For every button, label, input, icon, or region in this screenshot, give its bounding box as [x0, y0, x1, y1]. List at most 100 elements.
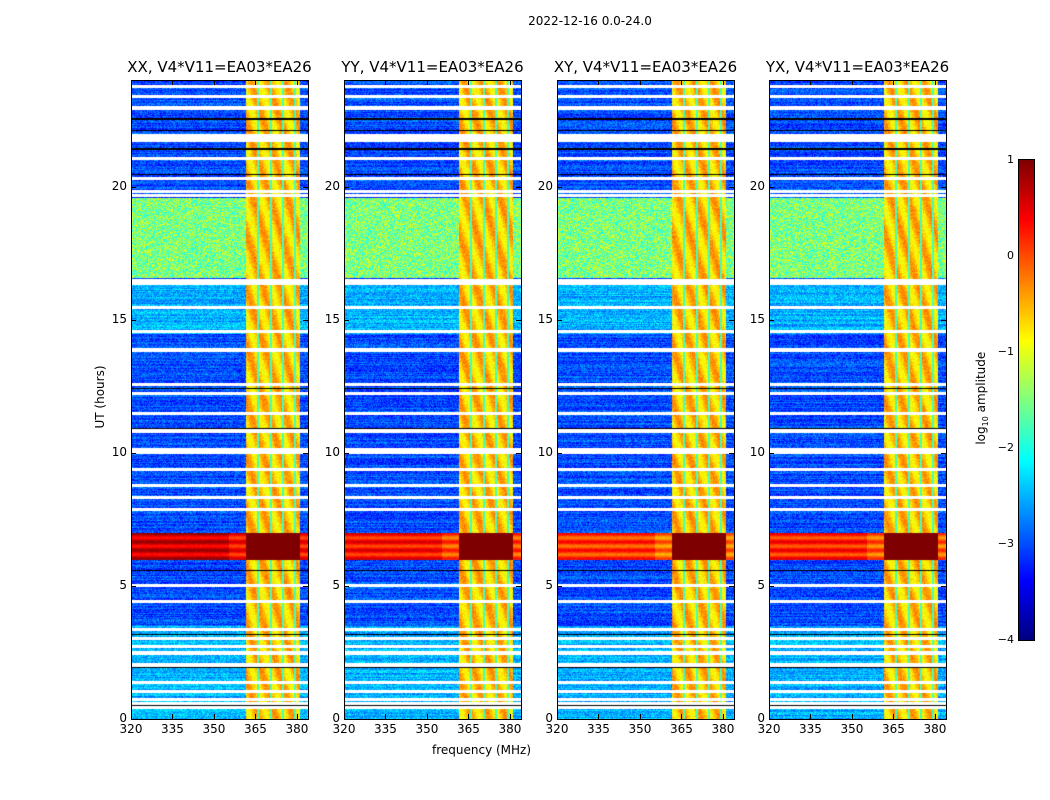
x-tick-mark — [934, 80, 936, 85]
colorbar-label: log10 amplitude — [973, 351, 991, 445]
y-tick-label: 15 — [537, 311, 553, 326]
y-tick-mark — [729, 719, 734, 720]
x-tick-mark — [598, 714, 600, 719]
y-tick-label: 20 — [749, 178, 765, 193]
y-tick-mark — [557, 719, 562, 720]
x-tick-label: 350 — [628, 722, 652, 736]
y-tick-mark — [729, 319, 734, 321]
x-tick-mark — [639, 80, 641, 85]
y-tick-mark — [516, 719, 521, 720]
y-tick-mark — [941, 719, 946, 720]
x-tick-label: 320 — [757, 722, 781, 736]
x-tick-label: 380 — [285, 722, 309, 736]
panel-title: XX, V4*V11=EA03*EA26 — [127, 58, 312, 76]
x-tick-mark — [893, 714, 895, 719]
x-tick-mark — [851, 80, 853, 85]
x-tick-label: 335 — [374, 722, 397, 736]
heatmap-canvas — [770, 81, 946, 719]
x-axis-label: frequency (MHz) — [432, 743, 532, 757]
x-tick-mark — [722, 80, 724, 85]
x-tick-mark — [385, 714, 387, 719]
x-tick-mark — [172, 714, 174, 719]
x-tick-label: 380 — [498, 722, 522, 736]
y-tick-mark — [941, 319, 946, 321]
y-tick-mark — [131, 319, 136, 321]
y-tick-label: 15 — [324, 311, 340, 326]
y-tick-mark — [769, 319, 774, 321]
panel-title: XY, V4*V11=EA03*EA26 — [553, 58, 738, 76]
y-tick-mark — [303, 719, 308, 720]
y-tick-mark — [516, 319, 521, 321]
x-tick-mark — [296, 80, 298, 85]
y-tick-label: 0 — [119, 711, 127, 725]
x-tick-label: 380 — [711, 722, 735, 736]
heatmap-canvas — [345, 81, 521, 719]
colorbar-tick-label: −4 — [997, 633, 1014, 646]
y-tick-mark — [303, 319, 308, 321]
x-tick-mark — [722, 714, 724, 719]
y-tick-mark — [303, 585, 308, 587]
colorbar-tick-label: 0 — [1007, 249, 1014, 262]
y-tick-label: 0 — [545, 711, 553, 725]
x-tick-label: 320 — [332, 722, 356, 736]
y-tick-label: 20 — [324, 178, 340, 193]
x-tick-label: 350 — [840, 722, 864, 736]
x-tick-label: 350 — [415, 722, 439, 736]
x-tick-mark — [934, 714, 936, 719]
panel-title: YX, V4*V11=EA03*EA26 — [765, 58, 950, 76]
x-tick-mark — [810, 80, 812, 85]
x-tick-label: 320 — [119, 722, 143, 736]
heatmap-panel — [557, 80, 735, 720]
y-tick-mark — [344, 319, 349, 321]
y-tick-label: 20 — [111, 178, 127, 193]
x-tick-mark — [255, 80, 257, 85]
y-tick-label: 10 — [749, 444, 765, 459]
y-tick-mark — [729, 186, 734, 188]
x-tick-mark — [851, 714, 853, 719]
heatmap-panel — [344, 80, 522, 720]
x-tick-mark — [893, 80, 895, 85]
y-tick-label: 15 — [111, 311, 127, 326]
y-tick-mark — [769, 585, 774, 587]
y-tick-mark — [557, 452, 562, 454]
x-tick-mark — [131, 714, 132, 719]
colorbar-tick-label: −2 — [997, 441, 1014, 454]
y-tick-label: 5 — [757, 577, 765, 592]
x-tick-mark — [426, 714, 428, 719]
x-tick-label: 365 — [457, 722, 480, 736]
x-tick-mark — [385, 80, 387, 85]
y-tick-label: 10 — [111, 444, 127, 459]
colorbar-tick-label: −3 — [997, 537, 1014, 550]
x-tick-mark — [598, 80, 600, 85]
y-tick-label: 0 — [757, 711, 765, 725]
y-tick-mark — [941, 186, 946, 188]
x-tick-mark — [509, 80, 511, 85]
heatmap-canvas — [132, 81, 308, 719]
x-tick-label: 335 — [161, 722, 184, 736]
y-tick-mark — [131, 186, 136, 188]
y-tick-mark — [344, 452, 349, 454]
x-tick-mark — [213, 80, 215, 85]
y-tick-mark — [769, 186, 774, 188]
x-tick-label: 365 — [244, 722, 267, 736]
y-tick-mark — [729, 452, 734, 454]
y-tick-mark — [557, 319, 562, 321]
colorbar-tick-label: −1 — [997, 345, 1014, 358]
y-tick-label: 10 — [324, 444, 340, 459]
x-tick-label: 350 — [202, 722, 226, 736]
x-tick-mark — [639, 714, 641, 719]
y-tick-mark — [344, 719, 349, 720]
y-tick-mark — [557, 186, 562, 188]
x-tick-mark — [426, 80, 428, 85]
x-tick-mark — [172, 80, 174, 85]
colorbar-gradient — [1019, 160, 1034, 640]
x-tick-mark — [213, 714, 215, 719]
y-tick-mark — [344, 585, 349, 587]
x-tick-label: 335 — [799, 722, 822, 736]
x-tick-mark — [344, 714, 345, 719]
x-tick-mark — [557, 80, 558, 85]
heatmap-panel — [131, 80, 309, 720]
x-tick-label: 365 — [882, 722, 905, 736]
y-tick-mark — [941, 585, 946, 587]
x-tick-label: 335 — [587, 722, 610, 736]
